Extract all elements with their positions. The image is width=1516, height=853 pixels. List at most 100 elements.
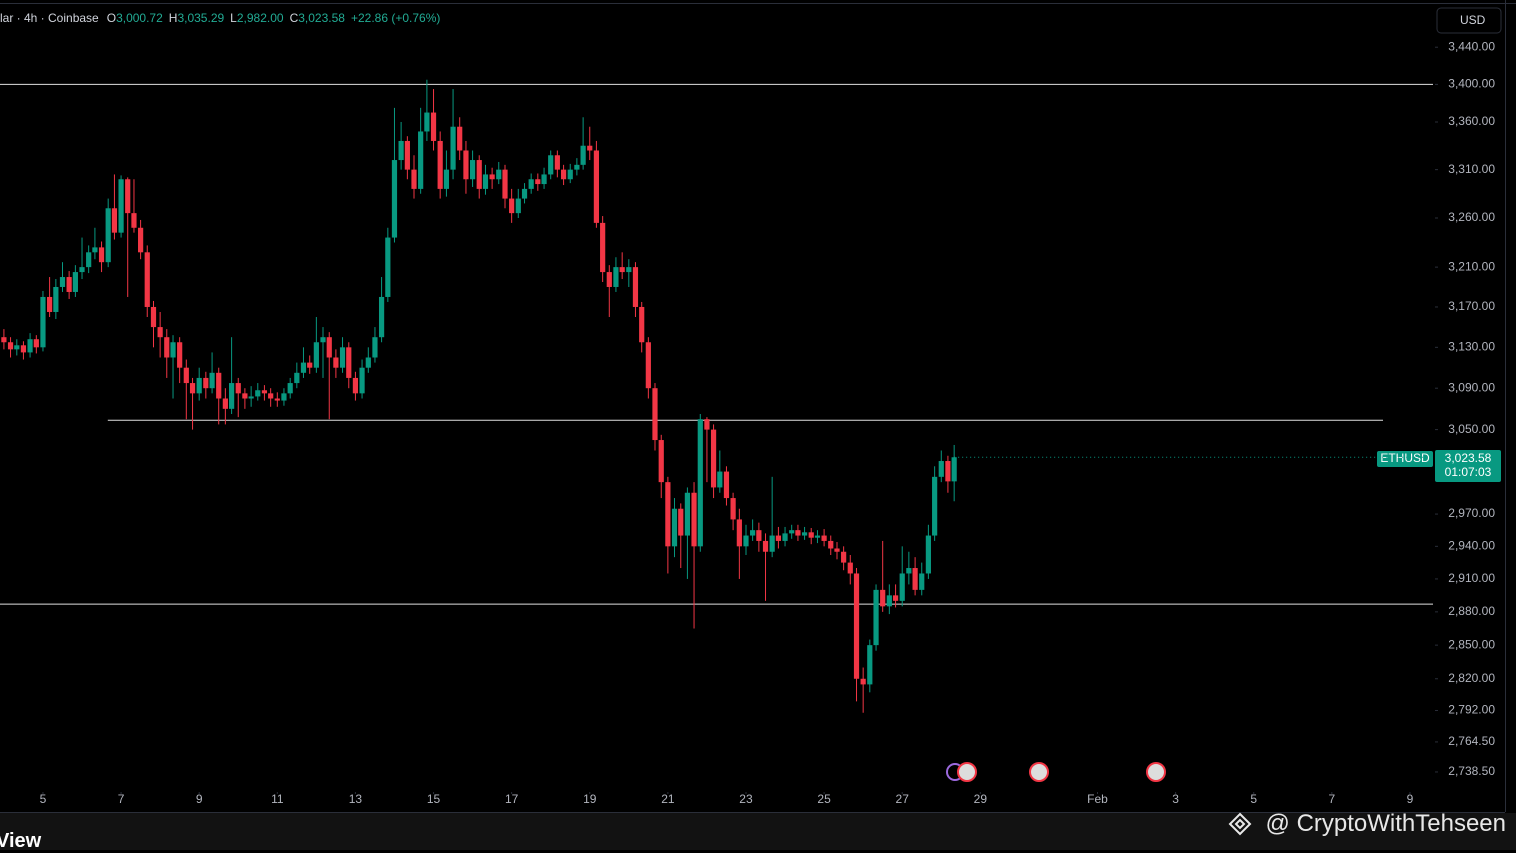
candle-body bbox=[14, 345, 20, 350]
plot bbox=[0, 79, 1433, 713]
candle-body bbox=[684, 492, 691, 536]
candle-body bbox=[814, 535, 821, 538]
candle-body bbox=[79, 267, 85, 273]
event-icons bbox=[946, 762, 1166, 782]
candle-body bbox=[574, 164, 580, 170]
candle-body bbox=[762, 540, 769, 552]
candle-body bbox=[398, 140, 404, 161]
candle-body bbox=[736, 519, 742, 547]
candle-body bbox=[535, 179, 541, 185]
legend-value: 3,023.58 bbox=[298, 11, 345, 25]
candle-body bbox=[411, 169, 417, 189]
candle-body bbox=[359, 367, 365, 394]
candle-body bbox=[1, 337, 7, 343]
candle-body bbox=[229, 383, 235, 409]
candle-body bbox=[671, 508, 678, 547]
y-tick-label: 3,130.00 bbox=[1448, 339, 1495, 353]
last-price-box bbox=[1435, 450, 1501, 482]
x-tick-label: 5 bbox=[1250, 792, 1257, 806]
candle-body bbox=[697, 419, 703, 547]
y-tick-label: 2,850.00 bbox=[1448, 637, 1495, 651]
candle-body bbox=[7, 342, 14, 350]
x-tick-label: 9 bbox=[1407, 792, 1414, 806]
bottom-bar bbox=[0, 813, 1516, 850]
y-tick-label: 2,764.50 bbox=[1448, 734, 1495, 748]
candle-body bbox=[892, 595, 899, 601]
x-tick-label: 21 bbox=[661, 792, 675, 806]
candle-body bbox=[261, 390, 268, 394]
candle-body bbox=[899, 573, 905, 601]
candle-body bbox=[945, 461, 951, 482]
candle-body bbox=[125, 179, 131, 214]
candle-body bbox=[170, 342, 176, 358]
candle-body bbox=[710, 429, 717, 488]
candle-body bbox=[430, 112, 437, 141]
candle-body bbox=[482, 174, 489, 189]
candle-body bbox=[274, 398, 280, 401]
candle-body bbox=[131, 213, 137, 228]
candle-body bbox=[593, 150, 599, 223]
x-tick-label: 11 bbox=[271, 792, 284, 806]
watermark-logo bbox=[1228, 812, 1252, 836]
candle-body bbox=[346, 347, 352, 378]
candle-body bbox=[443, 169, 450, 189]
candle-body bbox=[418, 131, 424, 189]
legend-key: L bbox=[230, 11, 237, 25]
y-tick-label: 2,970.00 bbox=[1448, 506, 1495, 520]
candle-body bbox=[919, 573, 925, 590]
candle-body bbox=[66, 277, 72, 292]
candle-body bbox=[665, 482, 671, 547]
candle-body bbox=[613, 267, 619, 287]
x-tick-label: 27 bbox=[896, 792, 910, 806]
candle-body bbox=[938, 461, 944, 477]
candle-body bbox=[111, 208, 118, 233]
candle-body bbox=[59, 277, 66, 287]
candle-body bbox=[789, 530, 795, 534]
candle-body bbox=[880, 589, 886, 607]
y-tick-label: 3,050.00 bbox=[1448, 422, 1495, 436]
last-price-label: 3,023.58 bbox=[1445, 451, 1492, 465]
x-tick-label: 25 bbox=[817, 792, 831, 806]
candle-body bbox=[743, 535, 749, 547]
candle-body bbox=[750, 530, 756, 536]
y-tick-label: 3,090.00 bbox=[1448, 380, 1495, 394]
change: +22.86 (+0.76%) bbox=[350, 11, 441, 25]
candle-body bbox=[554, 155, 560, 170]
candle-body bbox=[873, 589, 879, 646]
x-tick-label: 15 bbox=[427, 792, 441, 806]
symbol-label: ETHUSD bbox=[1380, 451, 1430, 465]
candle-body bbox=[489, 174, 495, 180]
legend-value: 2,982.00 bbox=[236, 11, 284, 25]
currency-button[interactable] bbox=[1436, 7, 1502, 34]
brand: View bbox=[0, 830, 42, 852]
candle-body bbox=[775, 535, 782, 541]
candle-body bbox=[164, 337, 170, 358]
candle-body bbox=[313, 342, 319, 368]
candle-body bbox=[548, 155, 554, 175]
candle-body bbox=[203, 377, 209, 389]
candle-body bbox=[886, 595, 892, 607]
candle-body bbox=[450, 126, 456, 170]
candle-body bbox=[528, 179, 534, 189]
candle-body bbox=[801, 532, 808, 536]
legend-key: C bbox=[289, 11, 299, 25]
candle-body bbox=[469, 160, 476, 180]
candle-body bbox=[521, 188, 528, 199]
candle-body bbox=[248, 396, 254, 399]
candle-body bbox=[189, 383, 196, 394]
candle-body bbox=[27, 339, 33, 353]
candle-body bbox=[86, 252, 92, 268]
candle-body bbox=[157, 327, 163, 338]
candle-body bbox=[222, 398, 228, 409]
candle-body bbox=[821, 535, 827, 541]
candle-body bbox=[177, 342, 183, 368]
candle-body bbox=[183, 367, 189, 384]
candle-body bbox=[105, 208, 111, 263]
candle-body bbox=[658, 440, 664, 483]
legend-value: 3,000.72 bbox=[116, 11, 163, 25]
x-tick-label: 5 bbox=[40, 792, 47, 806]
candle-body bbox=[476, 160, 482, 189]
candle-body bbox=[300, 362, 307, 373]
x-tick-label: 17 bbox=[505, 792, 519, 806]
